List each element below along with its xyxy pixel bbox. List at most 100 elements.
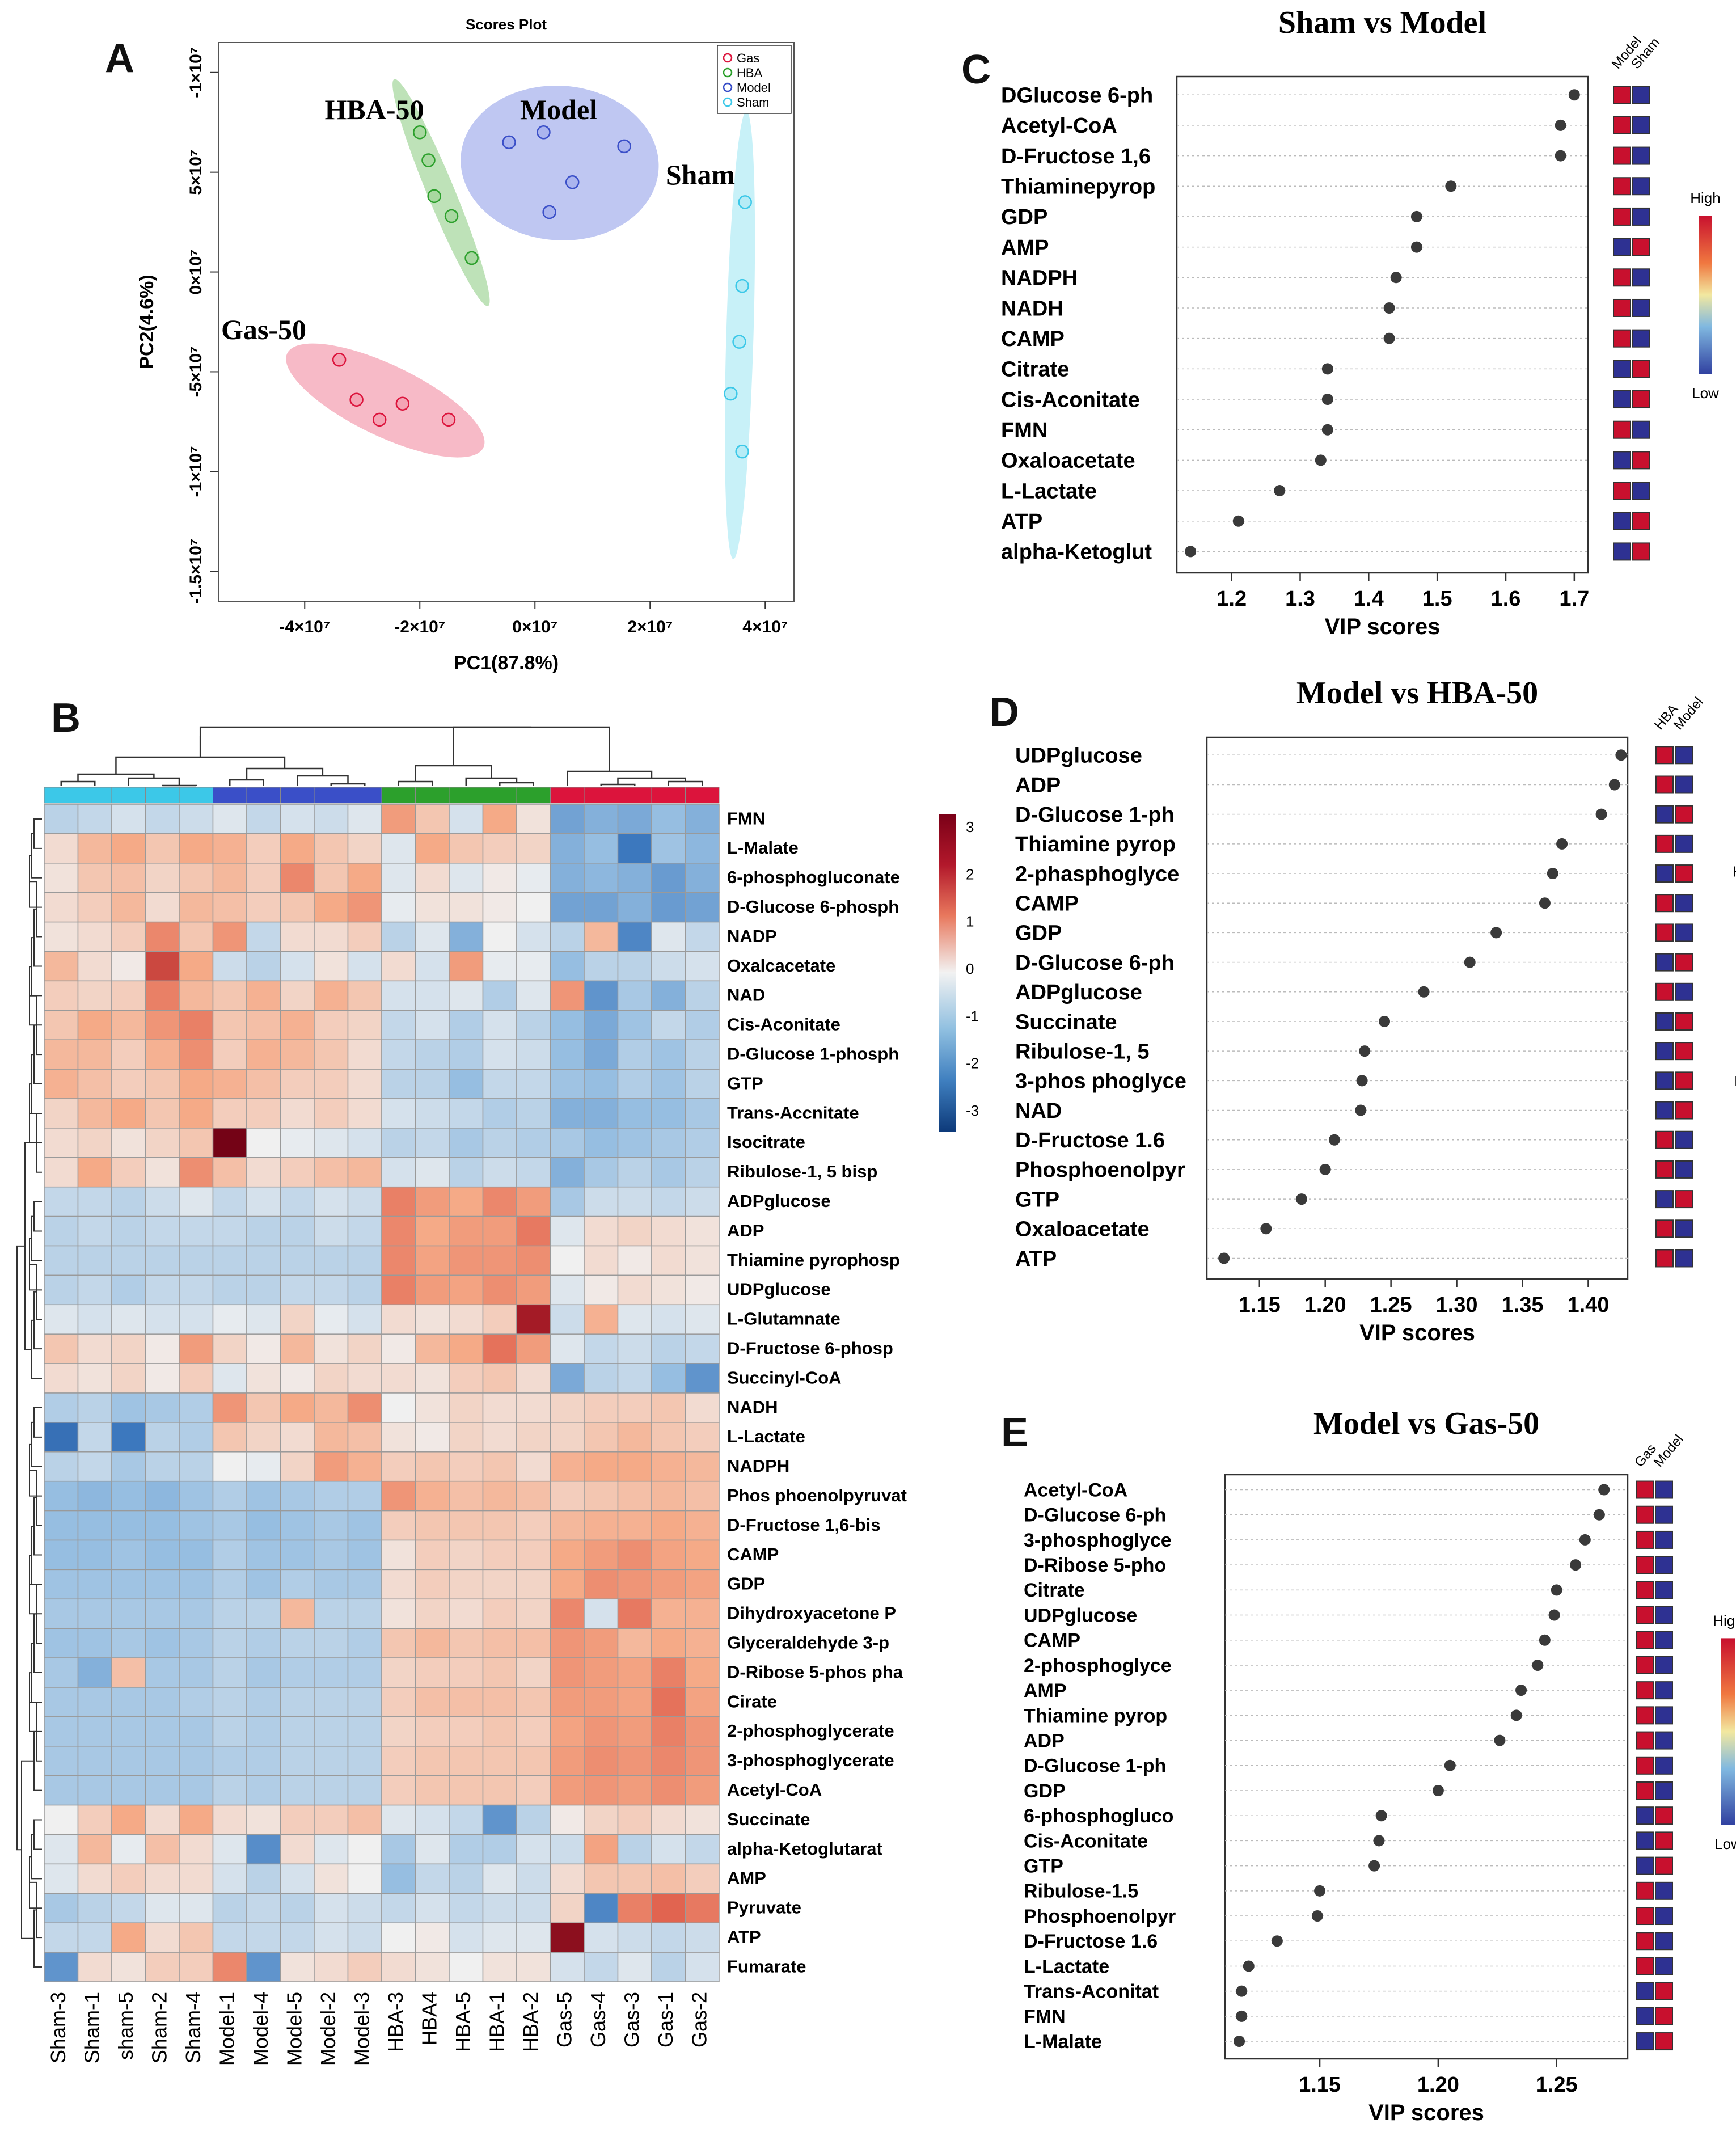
vip-label: 2-phasphoglyce — [1015, 862, 1179, 886]
group-label: Gas-50 — [221, 314, 306, 345]
heatmap-cell — [584, 1746, 619, 1776]
heatmap-cell — [415, 1069, 450, 1099]
heatmap-cell — [347, 1245, 382, 1276]
heatmap-cell — [179, 1834, 214, 1865]
heatmap-cell — [449, 1480, 484, 1512]
panel-letter-b: B — [51, 695, 81, 741]
column-label: Gas-3 — [620, 1992, 643, 2048]
heatmap-cell — [280, 1628, 315, 1658]
heatmap-cell — [482, 833, 517, 864]
row-label: NADH — [727, 1397, 778, 1417]
vip-heat-cell — [1636, 1932, 1654, 1951]
heatmap-cell — [347, 1069, 382, 1099]
row-label: Succinyl-CoA — [727, 1367, 842, 1387]
column-label: Sham-1 — [80, 1992, 103, 2063]
column-label: HBA-3 — [384, 1992, 407, 2052]
heatmap-cell — [145, 1186, 180, 1217]
heatmap-cell — [617, 1657, 652, 1688]
heatmap-cell — [280, 1775, 315, 1806]
heatmap-cell — [482, 1804, 517, 1835]
vip-label: GDP — [1015, 922, 1062, 945]
vip-color-scale — [1699, 216, 1712, 374]
vip-label: ADP — [1015, 774, 1061, 797]
heatmap-cell — [212, 1834, 247, 1865]
heatmap-cell — [617, 980, 652, 1011]
heatmap-cell — [77, 1922, 112, 1953]
heatmap-cell — [212, 1215, 247, 1247]
heatmap-cell — [550, 1775, 585, 1806]
column-label: Model-2 — [316, 1992, 340, 2066]
vip-label: Phosphoenolpyr — [1024, 1906, 1176, 1927]
vip-point — [1314, 1885, 1326, 1897]
vip-heat-cell — [1632, 116, 1650, 134]
heatmap-cell — [246, 1392, 281, 1423]
vip-heat-cell — [1632, 451, 1650, 470]
heatmap-cell — [347, 1274, 382, 1306]
y-tick-label: -1×10⁷ — [187, 47, 205, 98]
heatmap-cell — [381, 1128, 416, 1158]
row-label: Cirate — [727, 1691, 777, 1711]
heatmap-cell — [280, 1098, 315, 1129]
heatmap-cell — [550, 1952, 585, 1982]
heatmap-cell — [584, 1480, 619, 1512]
heatmap-cell — [617, 1422, 652, 1453]
heatmap-cell — [111, 951, 146, 982]
heatmap-cell — [415, 1539, 450, 1571]
vip-label: D-Fructose 1.6 — [1024, 1931, 1158, 1952]
vip-heat-cell — [1632, 268, 1650, 287]
vip-x-tick-label: 1.6 — [1491, 587, 1521, 611]
vip-heat-cell — [1636, 1756, 1654, 1775]
heatmap-cell — [314, 1628, 349, 1658]
heatmap-cell — [212, 1746, 247, 1776]
heatmap-cell — [584, 1893, 619, 1923]
heatmap-cell — [550, 1893, 585, 1923]
column-label: HBA-5 — [451, 1992, 475, 2052]
heatmap-cell — [111, 1863, 146, 1894]
vip-label: Citrate — [1001, 358, 1069, 382]
heatmap-cell — [179, 1422, 214, 1453]
heatmap-cell — [179, 1392, 214, 1423]
heatmap-cell — [617, 1069, 652, 1099]
heatmap-cell — [516, 1687, 551, 1717]
heatmap-cell — [617, 1863, 652, 1894]
vip-heat-cell — [1613, 390, 1631, 409]
heatmap-cell — [280, 1039, 315, 1070]
heatmap-cell — [685, 1274, 720, 1306]
row-label: UDPglucose — [727, 1280, 831, 1299]
heatmap-cell — [685, 1392, 720, 1423]
vip-point — [1555, 150, 1566, 162]
point-sham — [735, 278, 749, 293]
heatmap-cell — [246, 1804, 281, 1835]
heatmap-cell — [111, 1186, 146, 1217]
row-label: Phos phoenolpyruvat — [727, 1485, 907, 1505]
heatmap-cell — [516, 892, 551, 923]
heatmap-cell — [651, 1157, 686, 1188]
heatmap-cell — [145, 921, 180, 952]
heatmap-cell — [415, 1186, 450, 1217]
vip-heat-cell — [1655, 953, 1674, 972]
vip-point — [1375, 1810, 1387, 1822]
heatmap-cell — [381, 1510, 416, 1541]
heatmap-cell — [44, 1598, 79, 1629]
heatmap-cell — [381, 1215, 416, 1247]
heatmap-cell — [212, 1775, 247, 1806]
vip-label: CAMP — [1001, 327, 1065, 351]
heatmap-cell — [449, 1657, 484, 1688]
heatmap-cell — [111, 1245, 146, 1276]
heatmap-cell — [482, 1480, 517, 1512]
heatmap-cell — [212, 863, 247, 893]
vip-title: Sham vs Model — [1278, 5, 1486, 40]
legend-label: HBA — [737, 66, 763, 80]
row-label: Acetyl-CoA — [727, 1780, 822, 1800]
vip-heat-cell — [1655, 1806, 1673, 1825]
heatmap-cell — [179, 1245, 214, 1276]
heatmap-cell — [516, 1834, 551, 1865]
heatmap-cell — [449, 1274, 484, 1306]
heatmap-cell — [280, 833, 315, 864]
heatmap-cell — [179, 833, 214, 864]
heatmap-cell — [449, 1746, 484, 1776]
vip-point — [1359, 1045, 1371, 1057]
heatmap-cell — [179, 1657, 214, 1688]
heatmap-cell — [651, 1834, 686, 1865]
row-label: 2-phosphoglycerate — [727, 1721, 894, 1741]
